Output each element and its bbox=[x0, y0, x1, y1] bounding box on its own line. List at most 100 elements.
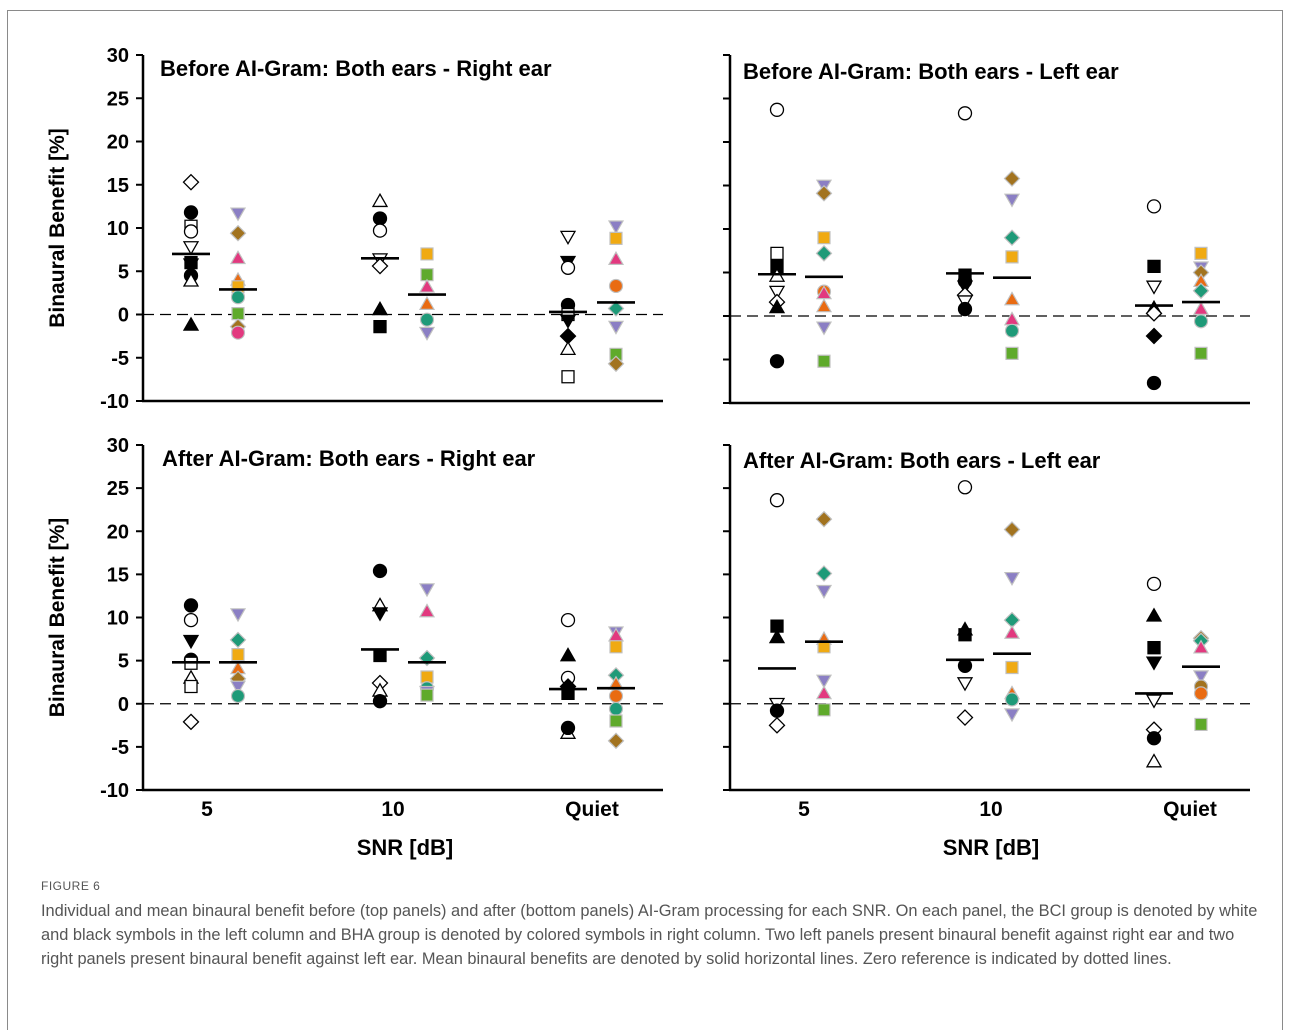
data-point-bci bbox=[957, 480, 973, 495]
data-point-bha bbox=[607, 220, 625, 235]
data-point-bha bbox=[418, 278, 436, 293]
x-tick-label: Quiet bbox=[1163, 798, 1217, 821]
y-tick-label: 0 bbox=[118, 694, 129, 716]
data-point-bci bbox=[182, 713, 200, 731]
data-point-bci bbox=[957, 658, 973, 673]
data-point-bci bbox=[956, 677, 974, 692]
data-point-bci bbox=[768, 285, 786, 300]
data-point-bha bbox=[815, 184, 833, 202]
data-point-bha bbox=[1003, 291, 1021, 306]
figure-caption: Individual and mean binaural benefit bef… bbox=[41, 902, 1258, 968]
panel-title: After AI-Gram: Both ears - Right ear bbox=[162, 446, 536, 471]
data-point-bci bbox=[1146, 576, 1162, 592]
y-tick-label: 15 bbox=[107, 564, 129, 586]
data-point-bci bbox=[560, 720, 576, 736]
y-tick-label: 30 bbox=[107, 45, 129, 67]
data-point-bci bbox=[559, 230, 577, 245]
data-point-bci bbox=[770, 246, 784, 261]
data-point-bci bbox=[372, 563, 388, 579]
data-point-bci bbox=[1145, 694, 1163, 709]
y-tick-label: -10 bbox=[100, 780, 129, 802]
figure-label: FIGURE 6 bbox=[41, 879, 101, 893]
data-point-bci bbox=[1145, 304, 1163, 322]
data-point-bci bbox=[559, 340, 577, 355]
data-point-bci bbox=[182, 241, 200, 256]
data-point-bha bbox=[1192, 300, 1210, 315]
data-point-bci bbox=[769, 354, 785, 369]
data-point-bci bbox=[768, 298, 786, 314]
data-point-bci bbox=[559, 314, 577, 329]
data-point-bci bbox=[770, 259, 784, 274]
data-point-bci bbox=[182, 258, 200, 273]
data-point-bha bbox=[418, 603, 436, 618]
x-tick-label: Quiet bbox=[565, 798, 619, 821]
y-tick-label: 20 bbox=[107, 521, 129, 543]
data-point-bci bbox=[372, 211, 388, 226]
data-point-bha bbox=[418, 326, 436, 341]
y-tick-label: -5 bbox=[111, 737, 129, 759]
data-point-bci bbox=[1145, 656, 1163, 671]
data-point-bci bbox=[1147, 641, 1161, 655]
panel-3: 30 25 20 15 10 5 0 -5 -10 After AI-Gram: Both ear… bbox=[46, 435, 663, 860]
data-point-bha bbox=[229, 207, 247, 222]
data-point-bha bbox=[1192, 670, 1210, 685]
data-point-bha bbox=[1192, 639, 1210, 654]
data-point-bha bbox=[815, 510, 833, 528]
figure-6-chart: 30 25 20 15 10 5 0 -5 -10 Before AI-Gram: Both ea… bbox=[46, 45, 1250, 860]
data-point-bha bbox=[1004, 323, 1020, 338]
data-point-bci bbox=[371, 300, 389, 316]
data-point-bci bbox=[1145, 753, 1163, 768]
data-point-bci bbox=[958, 628, 972, 642]
data-point-bci bbox=[957, 301, 973, 317]
figure-frame bbox=[7, 10, 1283, 1030]
x-tick-label: 10 bbox=[979, 798, 1002, 821]
data-point-bci bbox=[372, 223, 388, 238]
data-point-bha bbox=[1193, 314, 1209, 329]
data-point-bha bbox=[607, 355, 625, 373]
data-point-bha bbox=[815, 298, 833, 313]
data-point-bci bbox=[1145, 607, 1163, 622]
data-point-bci bbox=[559, 647, 577, 662]
data-point-bci bbox=[1145, 327, 1163, 345]
data-point-bci bbox=[183, 224, 199, 239]
data-point-bha bbox=[1194, 717, 1208, 732]
x-axis-label: SNR [dB] bbox=[357, 835, 454, 860]
panel-2: Before AI-Gram: Both ears - Left ear bbox=[723, 54, 1250, 405]
data-point-bha bbox=[1003, 624, 1021, 639]
data-point-bci bbox=[560, 260, 576, 275]
data-point-bha bbox=[817, 703, 831, 717]
data-point-bha bbox=[1005, 346, 1019, 361]
data-point-bha bbox=[815, 245, 833, 262]
data-point-bha bbox=[230, 325, 246, 340]
data-point-bha bbox=[229, 250, 247, 265]
y-tick-label: 25 bbox=[107, 88, 129, 110]
y-tick-label: 20 bbox=[107, 132, 129, 154]
data-point-bha bbox=[607, 300, 625, 317]
y-tick-label: 30 bbox=[107, 435, 129, 457]
data-point-bha bbox=[1003, 521, 1021, 538]
data-point-bha bbox=[1003, 708, 1021, 723]
y-tick-label: 15 bbox=[107, 175, 129, 197]
y-tick-label: 5 bbox=[118, 261, 129, 283]
data-point-bha bbox=[420, 247, 434, 261]
data-point-bci bbox=[373, 648, 387, 663]
data-point-bha bbox=[1194, 246, 1208, 260]
panel-title: After AI-Gram: Both ears - Left ear bbox=[743, 448, 1101, 473]
data-point-bci bbox=[182, 173, 200, 191]
data-point-bci bbox=[183, 598, 199, 613]
data-point-bha bbox=[815, 685, 833, 700]
data-point-bha bbox=[420, 268, 434, 282]
data-point-bci bbox=[1146, 731, 1162, 746]
data-point-bci bbox=[1147, 259, 1161, 274]
x-tick-label: 5 bbox=[798, 798, 810, 821]
data-point-bha bbox=[1005, 660, 1019, 675]
data-point-bha bbox=[817, 231, 831, 245]
data-point-bci bbox=[372, 694, 388, 709]
data-point-bci bbox=[182, 272, 200, 287]
panel-title: Before AI-Gram: Both ears - Right ear bbox=[160, 56, 552, 81]
data-point-bci bbox=[182, 634, 200, 650]
y-tick-label: -5 bbox=[111, 348, 129, 370]
data-point-bha bbox=[230, 290, 246, 305]
data-point-bha bbox=[815, 321, 833, 336]
data-point-bha bbox=[608, 701, 624, 717]
